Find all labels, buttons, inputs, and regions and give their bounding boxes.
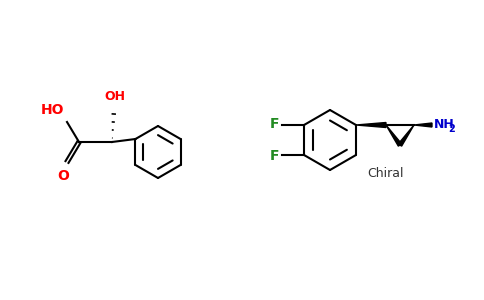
Text: OH: OH xyxy=(105,90,125,103)
Text: HO: HO xyxy=(41,103,65,117)
Polygon shape xyxy=(386,125,402,146)
Polygon shape xyxy=(356,122,386,128)
Polygon shape xyxy=(414,123,432,127)
Text: 2: 2 xyxy=(448,124,455,134)
Text: F: F xyxy=(269,117,279,131)
Text: O: O xyxy=(57,169,69,183)
Text: F: F xyxy=(269,149,279,163)
Text: NH: NH xyxy=(434,118,455,131)
Polygon shape xyxy=(398,125,414,146)
Text: Chiral: Chiral xyxy=(367,167,403,180)
